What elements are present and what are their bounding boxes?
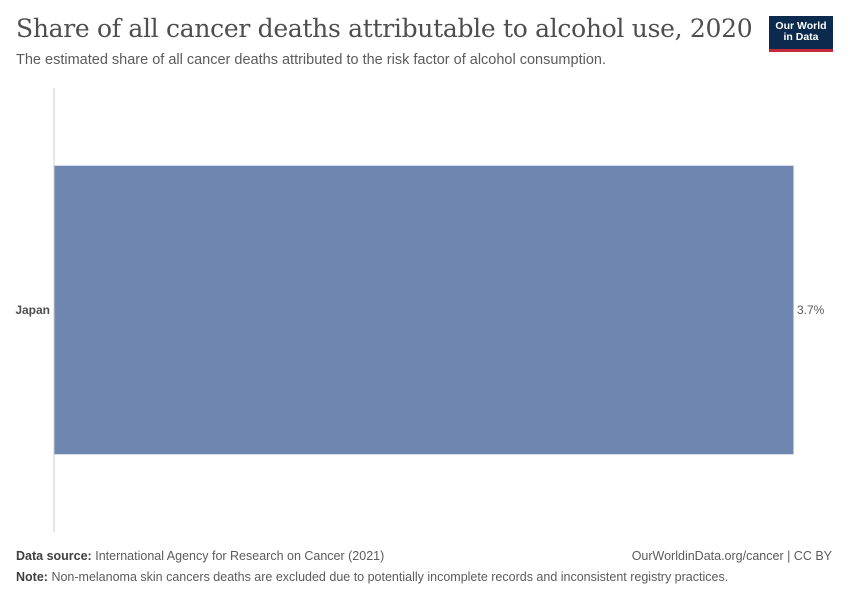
note-text: Non-melanoma skin cancers deaths are exc… xyxy=(51,570,729,584)
value-label: 3.7% xyxy=(797,303,825,317)
data-source: Data source: International Agency for Re… xyxy=(16,549,384,563)
chart-subtitle: The estimated share of all cancer deaths… xyxy=(16,52,606,68)
logo-line-1: Our World xyxy=(775,20,827,32)
logo-line-2: in Data xyxy=(783,31,819,43)
note-label: Note: xyxy=(16,570,48,584)
credit-link[interactable]: OurWorldinData.org/cancer | CC BY xyxy=(631,549,832,563)
data-source-label: Data source: xyxy=(16,549,92,563)
footnote: Note: Non-melanoma skin cancers deaths a… xyxy=(16,570,728,584)
owid-logo[interactable]: Our World in Data xyxy=(769,16,833,52)
bar-japan[interactable] xyxy=(54,165,794,455)
chart-title: Share of all cancer deaths attributable … xyxy=(16,14,753,43)
category-label: Japan xyxy=(15,303,50,317)
data-source-link[interactable]: International Agency for Research on Can… xyxy=(95,549,385,563)
